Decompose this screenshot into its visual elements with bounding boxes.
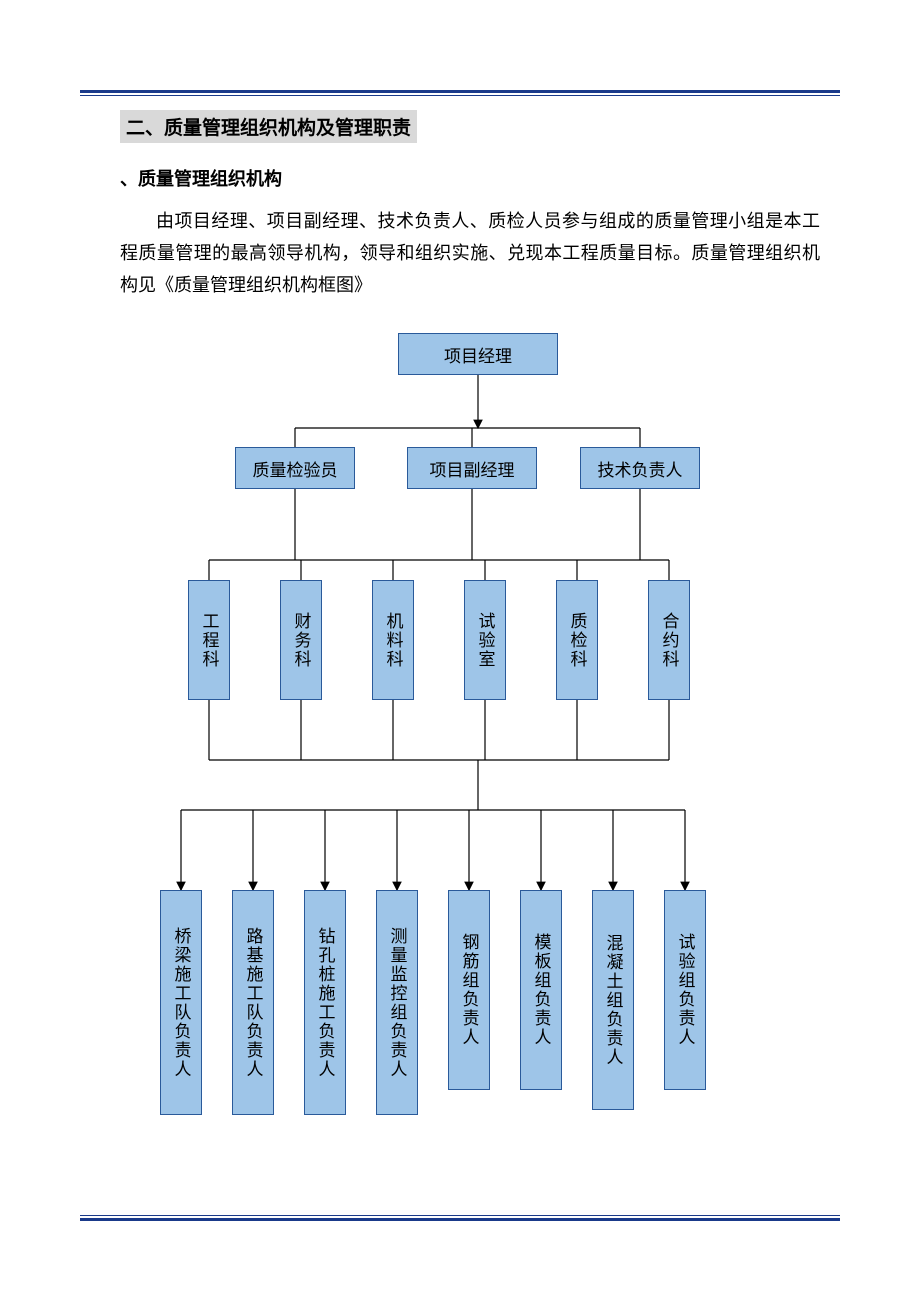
- org-node-d1: 工程科: [188, 580, 230, 700]
- section-title: 二、质量管理组织机构及管理职责: [120, 110, 417, 143]
- org-node-d6: 合约科: [648, 580, 690, 700]
- org-node-d5: 质检科: [556, 580, 598, 700]
- org-node-d4: 试验室: [464, 580, 506, 700]
- org-node-t4: 测量监控组负责人: [376, 890, 418, 1115]
- org-node-t1: 桥梁施工队负责人: [160, 890, 202, 1115]
- org-node-t2: 路基施工队负责人: [232, 890, 274, 1115]
- org-node-top: 项目经理: [398, 333, 558, 375]
- org-node-t5: 钢筋组负责人: [448, 890, 490, 1090]
- page-rule-top: [80, 90, 840, 96]
- org-node-t7: 混凝土组负责人: [592, 890, 634, 1110]
- paragraph-intro: 由项目经理、项目副经理、技术负责人、质检人员参与组成的质量管理小组是本工程质量管…: [120, 205, 820, 301]
- document-body: 二、质量管理组织机构及管理职责 、质量管理组织机构 由项目经理、项目副经理、技术…: [120, 110, 820, 301]
- org-node-d3: 机料科: [372, 580, 414, 700]
- org-node-t6: 模板组负责人: [520, 890, 562, 1090]
- subsection-title: 、质量管理组织机构: [120, 165, 820, 191]
- page-rule-bottom: [80, 1215, 840, 1221]
- org-node-d2: 财务科: [280, 580, 322, 700]
- org-node-t3: 钻孔桩施工负责人: [304, 890, 346, 1115]
- org-node-l2c: 技术负责人: [580, 447, 700, 489]
- org-node-t8: 试验组负责人: [664, 890, 706, 1090]
- org-node-l2b: 项目副经理: [407, 447, 537, 489]
- org-node-l2a: 质量检验员: [235, 447, 355, 489]
